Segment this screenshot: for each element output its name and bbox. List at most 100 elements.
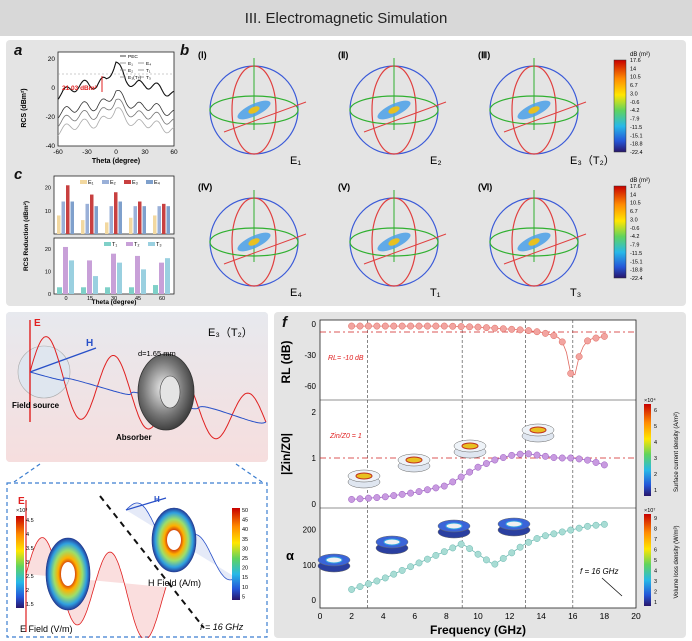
rl-marker	[466, 323, 474, 331]
colorbar-tick: -18.8	[630, 268, 643, 274]
colorbar-bottom	[613, 185, 627, 279]
panel-b-case-label: E₁	[290, 155, 301, 167]
h-field-scale-tick: 35	[242, 537, 248, 543]
panel-f-disk-hole	[383, 538, 401, 546]
volume-loss-tick: 2	[654, 590, 657, 596]
colorbar-tick: 6.7	[630, 209, 638, 215]
panel-b-x-axis	[503, 101, 587, 133]
panel-f-xtick: 2	[349, 611, 354, 621]
alpha-marker	[457, 540, 465, 548]
volume-loss-tick: 3	[654, 579, 657, 585]
alpha-marker	[415, 559, 423, 567]
surface-current-exp: ×10⁴	[644, 397, 656, 404]
zin-marker	[457, 473, 465, 481]
zin-marker	[499, 454, 507, 461]
panel-c-xtick: 60	[159, 296, 165, 302]
panel-a-xtick: -60	[53, 149, 63, 156]
panel-b-x-axis	[223, 101, 307, 133]
rl-marker	[584, 337, 591, 345]
panel-b-rcs-core	[528, 106, 540, 114]
colorbar-tick: -7.9	[630, 117, 639, 123]
panel-c-top-bar	[162, 203, 166, 234]
panel-f-xlabel: Frequency (GHz)	[430, 623, 526, 637]
colorbar-tick: -7.9	[630, 243, 639, 249]
panel-f-xtick: 4	[381, 611, 386, 621]
e-field-scale-tick: 1.5	[26, 602, 34, 608]
panel-a-line-2	[57, 90, 175, 119]
zin-marker	[466, 468, 474, 476]
rl-marker	[541, 329, 549, 337]
surface-current-colorbar	[644, 404, 651, 496]
panel-f-xtick: 0	[318, 611, 323, 621]
rl-marker	[508, 325, 516, 333]
volume-loss-colorbar	[644, 514, 651, 606]
panel-c-legend-swatch	[146, 180, 153, 184]
colorbar-tick: 17.6	[630, 58, 641, 64]
alpha-marker	[584, 522, 591, 530]
panel-a-legend-item: E₄	[146, 61, 151, 67]
panel-b-numeral: (Ⅱ)	[338, 50, 348, 60]
panel-a-xlabel: Theta (degree)	[92, 158, 140, 165]
volume-loss-tick: 9	[654, 516, 657, 522]
alpha-marker	[558, 528, 566, 536]
panel-b-case-label: E₄	[290, 287, 302, 299]
alpha-ytick: 100	[303, 561, 317, 570]
d-h-label: H	[86, 338, 93, 349]
colorbar-tick: -18.8	[630, 142, 643, 148]
e-field-label: E Field (V/m)	[20, 624, 73, 634]
panel-c-legend-bottom: T₁ T₂ T₃	[104, 242, 162, 248]
alpha-marker	[440, 548, 448, 556]
colorbar-tick: -11.5	[630, 251, 642, 257]
zin-marker	[575, 455, 583, 463]
panel-e-frequency: f = 16 GHz	[200, 622, 244, 632]
colorbar-tick: 10.5	[630, 75, 641, 81]
panel-c-bottom-bar	[129, 287, 134, 294]
panel-c-bottom-bar	[111, 253, 116, 294]
panel-c-legend-swatch	[126, 242, 133, 246]
panel-c-bottom-bars	[57, 246, 170, 294]
panel-c-bottom-bar	[87, 260, 92, 294]
alpha-marker	[499, 555, 507, 562]
panel-b-case-label: E₃（T₂）	[570, 154, 615, 167]
e-field-axis-label: E	[18, 496, 25, 507]
zin-marker	[482, 460, 490, 467]
panel-a-legend-item: E₃(T₂)	[128, 75, 142, 81]
alpha-marker	[550, 530, 558, 538]
colorbar-tick: -0.6	[630, 226, 639, 232]
zin-ytick: 0	[312, 500, 317, 509]
panel-c-legend-item: E₁	[88, 180, 94, 186]
h-field-absorber-hole	[167, 530, 181, 550]
colorbar-tick: 10.5	[630, 201, 641, 207]
panel-c-xtick: 15	[87, 296, 93, 302]
panel-c-top-bar	[105, 222, 109, 234]
panel-b-rcs-core	[388, 238, 400, 246]
zin-marker	[541, 452, 549, 460]
zin-marker	[365, 494, 372, 502]
alpha-marker	[449, 544, 457, 552]
colorbar-tick: -11.5	[630, 125, 642, 131]
alpha-marker	[407, 563, 415, 571]
rl-marker	[415, 322, 423, 330]
panel-f-xtick: 14	[536, 611, 546, 621]
surface-current-tick: 3	[654, 456, 657, 462]
alpha-marker	[474, 550, 482, 558]
panel-a-ytick: -20	[46, 114, 56, 121]
alpha-marker	[575, 524, 583, 532]
rl-axis-label: RL (dB)	[279, 340, 293, 383]
panel-c-bottom-bar	[117, 262, 122, 294]
zin-marker	[600, 461, 608, 469]
absorber-hole	[159, 375, 181, 409]
h-field-scale-tick: 45	[242, 518, 248, 524]
zin-marker	[449, 478, 457, 486]
alpha-marker	[482, 556, 490, 564]
alpha-marker	[365, 580, 372, 588]
panel-c-top-bar	[118, 201, 122, 234]
rl-marker	[356, 322, 364, 330]
colorbar-tick: -15.1	[630, 259, 643, 265]
colorbar-bottom-ticks: 17.6 14 10.5 6.7 3.0 -0.6 -4.2 -7.9 -11.5 -15.1 -1…	[630, 184, 643, 282]
panel-f-guides	[367, 320, 574, 608]
e-field-scale-tick: 3.5	[26, 546, 34, 552]
panel-c-top-bar	[90, 194, 94, 234]
surface-current-tick: 1	[654, 488, 657, 494]
panel-c-top-bar	[138, 201, 142, 234]
